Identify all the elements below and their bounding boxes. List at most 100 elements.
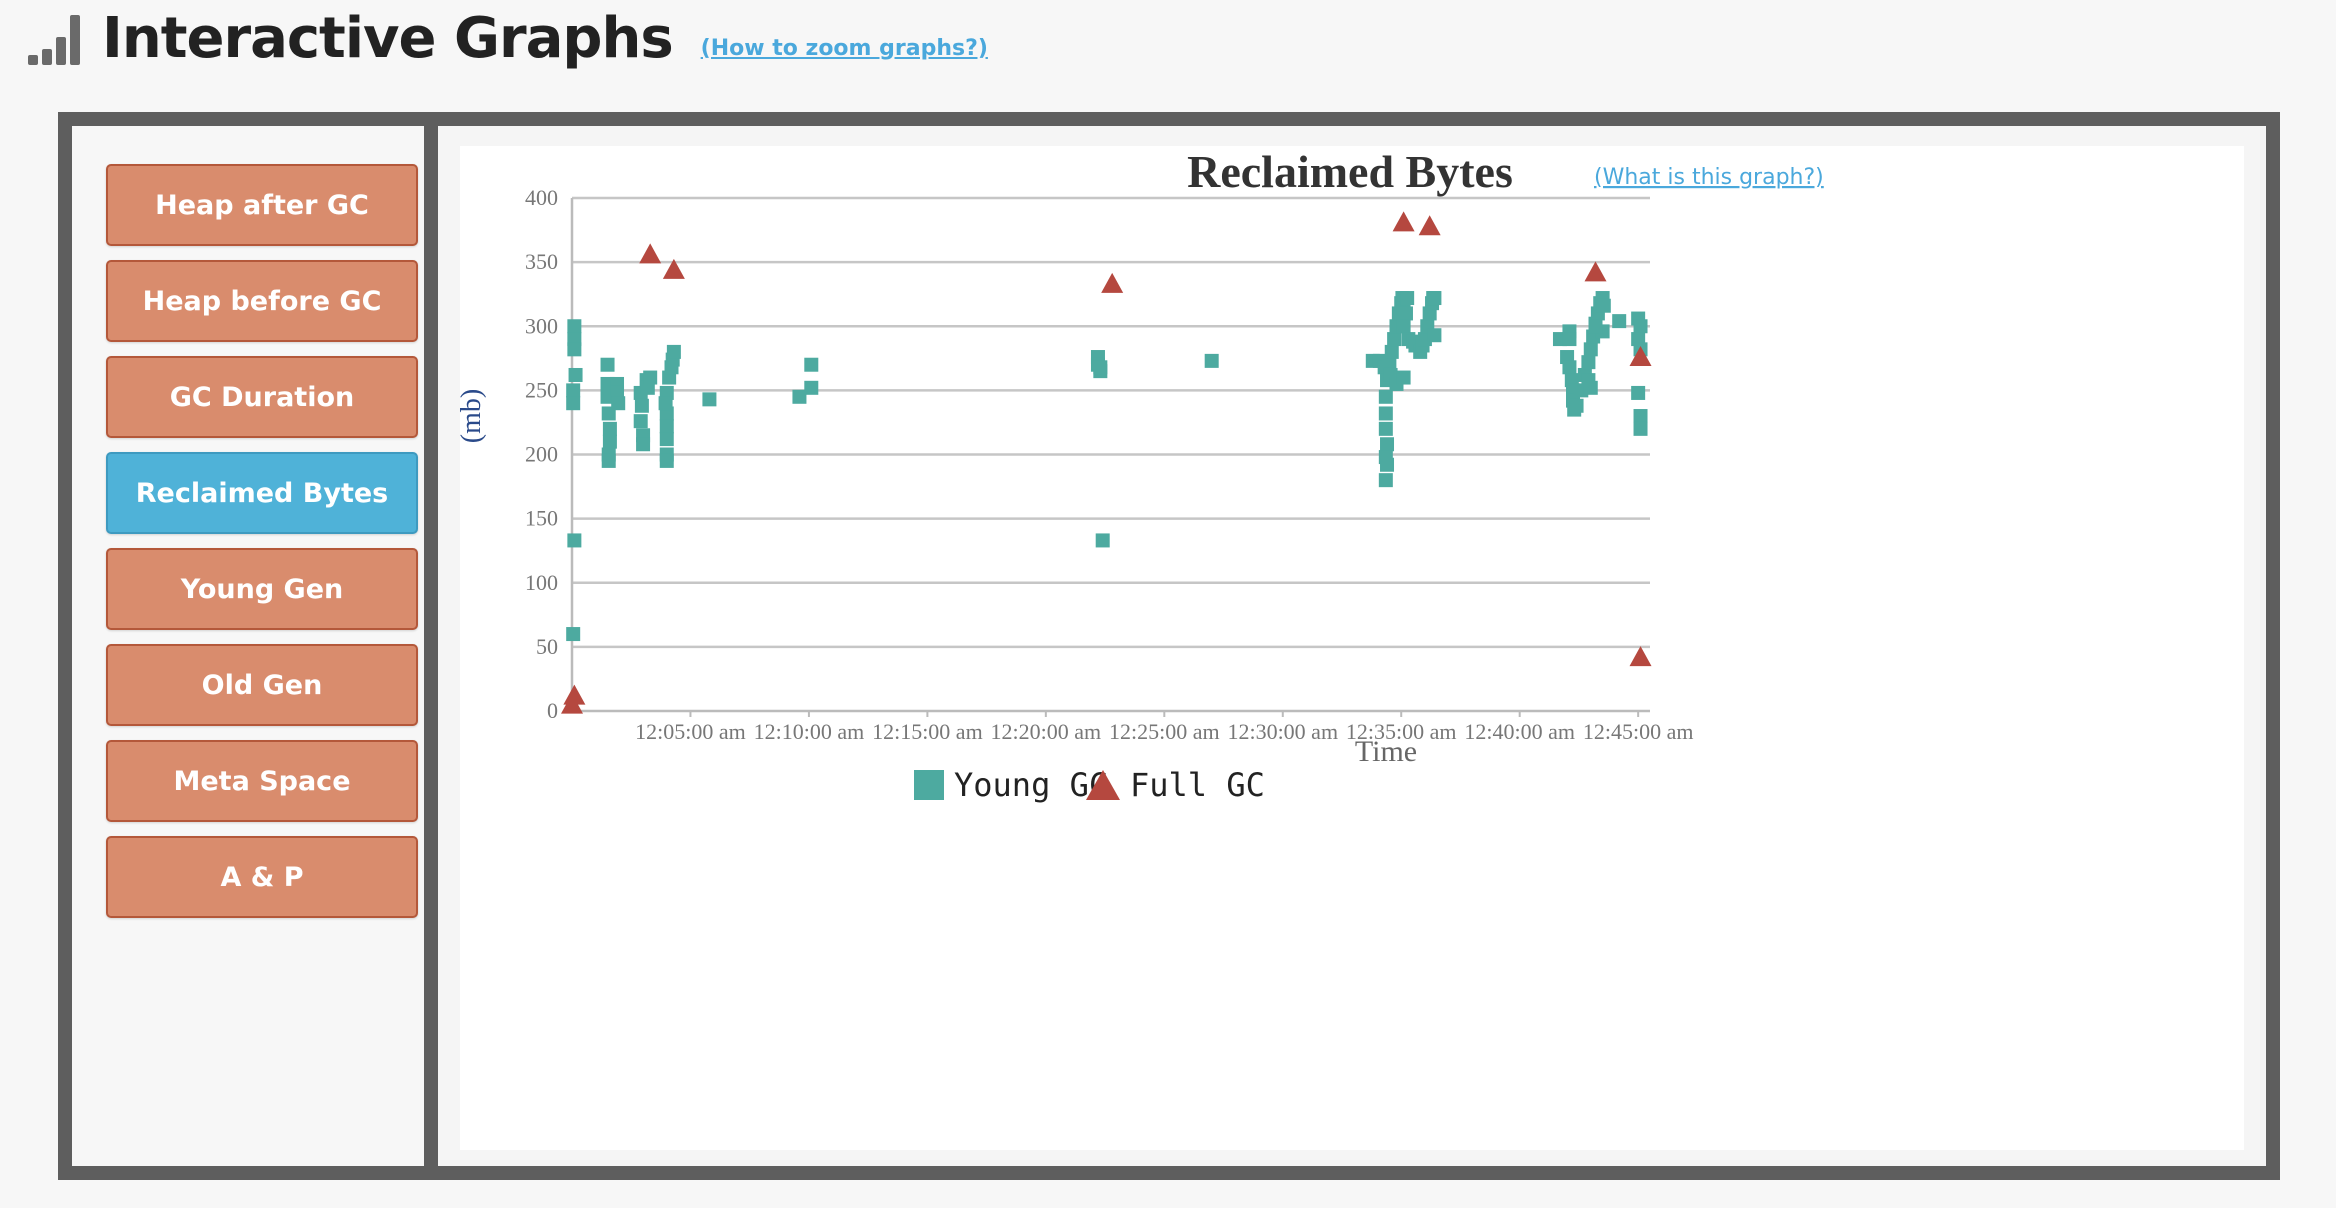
young-gc-point [1095, 533, 1110, 548]
legend-full-gc-label: Full GC [1130, 766, 1265, 804]
young-gc-point [1378, 389, 1393, 404]
y-tick-label: 100 [525, 570, 558, 595]
a-and-p-button[interactable]: A & P [106, 836, 418, 918]
young-gc-point [1380, 457, 1395, 472]
graph-help-link[interactable]: (What is this graph?) [1594, 165, 1824, 190]
young-gc-point [611, 396, 626, 411]
young-gc-point [602, 421, 617, 436]
young-gc-point [666, 344, 681, 359]
chart-legend: Young GC Full GC [914, 766, 1265, 804]
x-tick-label: 12:25:00 am [1109, 719, 1220, 744]
full-gc-point [1101, 272, 1124, 293]
young-gc-point [1612, 314, 1627, 329]
graph-sidebar: Heap after GC Heap before GC GC Duration… [72, 126, 424, 1166]
full-gc-point [662, 258, 685, 279]
young-gc-point [658, 396, 673, 411]
y-tick-label: 0 [547, 698, 558, 723]
young-gc-point [566, 627, 581, 642]
young-gc-point [659, 453, 674, 468]
young-gc-point [1093, 360, 1108, 375]
heap-after-gc-button[interactable]: Heap after GC [106, 164, 418, 246]
young-gc-point [1427, 291, 1442, 306]
graph-panel: Heap after GC Heap before GC GC Duration… [58, 112, 2280, 1180]
young-gc-point [1562, 360, 1577, 375]
young-gc-point [1562, 332, 1577, 347]
young-gc-point [633, 414, 648, 429]
chart-title: Reclaimed Bytes [1187, 146, 1513, 197]
full-gc-point [1418, 215, 1441, 236]
young-gc-point [1398, 306, 1413, 321]
young-gc-point [1384, 344, 1399, 359]
young-gc-point [568, 367, 583, 382]
young-gc-point [1596, 298, 1611, 313]
x-tick-label: 12:15:00 am [872, 719, 983, 744]
page-header: Interactive Graphs (How to zoom graphs?) [26, 4, 988, 74]
y-tick-label: 150 [525, 506, 558, 531]
reclaimed-bytes-button[interactable]: Reclaimed Bytes [106, 452, 418, 534]
x-tick-label: 12:10:00 am [754, 719, 865, 744]
y-tick-label: 400 [525, 185, 558, 210]
full-gc-point [1584, 261, 1607, 282]
young-gc-point [566, 383, 581, 398]
x-tick-label: 12:35:00 am [1346, 719, 1457, 744]
young-gc-point [1581, 373, 1596, 388]
full-gc-point [639, 243, 662, 264]
x-tick-label: 12:20:00 am [991, 719, 1102, 744]
young-gc-point [659, 432, 674, 447]
young-gc-point [636, 437, 651, 452]
young-gc-point [702, 392, 717, 407]
heap-before-gc-button[interactable]: Heap before GC [106, 260, 418, 342]
young-gc-point [1396, 370, 1411, 385]
old-gen-button[interactable]: Old Gen [106, 644, 418, 726]
x-tick-label: 12:05:00 am [635, 719, 746, 744]
axes [570, 198, 1650, 717]
meta-space-button[interactable]: Meta Space [106, 740, 418, 822]
full-gc-point [561, 693, 583, 714]
zoom-help-link[interactable]: (How to zoom graphs?) [700, 35, 988, 61]
young-gc-point [567, 533, 582, 548]
young-gc-point [804, 357, 819, 372]
y-tick-label: 50 [536, 634, 558, 659]
y-tick-label: 250 [525, 377, 558, 402]
young-gc-point [567, 342, 582, 357]
young-gc-point [1427, 328, 1442, 343]
young-gc-point [1633, 421, 1648, 436]
x-axis-label: Time [1355, 735, 1417, 768]
young-gc-point [1583, 342, 1598, 357]
young-gc-point [1400, 291, 1415, 306]
young-gc-point [601, 453, 616, 468]
reclaimed-bytes-chart[interactable]: Reclaimed Bytes (What is this graph?) 0 5… [460, 146, 2244, 1150]
gc-duration-button[interactable]: GC Duration [106, 356, 418, 438]
young-gc-point [659, 419, 674, 434]
young-gc-point [1588, 319, 1603, 334]
chart-card: Reclaimed Bytes (What is this graph?) 0 5… [460, 146, 2244, 1150]
legend-full-gc-swatch [1086, 770, 1120, 800]
legend-young-gc-swatch [914, 770, 944, 800]
young-gc-point [792, 389, 807, 404]
young-gc-point [1633, 319, 1648, 334]
young-gc-point [1631, 385, 1646, 400]
young-gc-point [634, 398, 649, 413]
legend-young-gc-label: Young GC [954, 766, 1108, 804]
y-tick-label: 200 [525, 442, 558, 467]
young-gen-button[interactable]: Young Gen [106, 548, 418, 630]
grid-lines [572, 196, 1650, 649]
x-tick-label: 12:40:00 am [1464, 719, 1575, 744]
chart-area: Reclaimed Bytes (What is this graph?) 0 5… [438, 126, 2266, 1166]
young-gc-point [602, 434, 617, 449]
full-gc-point [1392, 211, 1415, 232]
young-gc-point [1396, 319, 1411, 334]
young-gc-point [1633, 409, 1648, 424]
young-gc-point [804, 380, 819, 395]
x-tick-labels: 12:05:00 am 12:10:00 am 12:15:00 am 12:20:0… [635, 719, 1693, 744]
x-tick-label: 12:30:00 am [1227, 719, 1338, 744]
young-gc-point [1378, 421, 1393, 436]
young-gc-point [566, 396, 581, 411]
young-gc-point [1581, 355, 1596, 370]
young-gc-point [567, 319, 582, 334]
young-gc-point [1204, 353, 1219, 368]
y-tick-label: 350 [525, 249, 558, 274]
young-gc-point [1569, 398, 1584, 413]
young-gc-point [643, 370, 658, 385]
young-gc-point [1378, 406, 1393, 421]
